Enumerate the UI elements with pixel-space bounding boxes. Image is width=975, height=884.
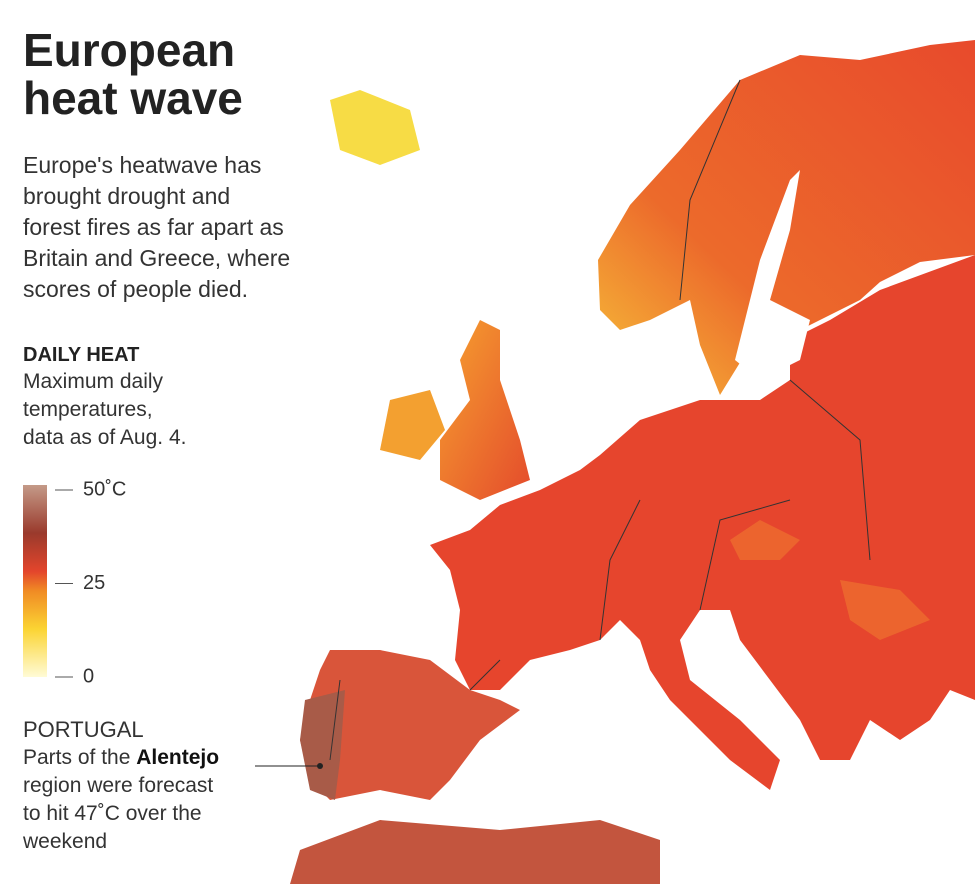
title-line: European	[23, 24, 236, 76]
iberia	[300, 650, 520, 800]
legend-ticks: 50˚C 25 0	[55, 478, 126, 687]
annotation-line: Parts of the Alentejo	[23, 744, 219, 772]
border	[329, 79, 871, 761]
text-line: temperatures,	[23, 398, 153, 421]
legend-tick-label: 50˚C	[83, 478, 126, 500]
text-line: scores of people died.	[23, 276, 249, 302]
annotation-heading: PORTUGAL	[23, 717, 144, 742]
legend-text: DAILY HEAT Maximum daily temperatures, dat…	[23, 342, 186, 452]
text-line: brought drought and	[23, 183, 231, 209]
text-line: Britain and Greece, where	[23, 245, 291, 271]
highlands	[730, 520, 930, 640]
annotation-highlight: Alentejo	[136, 746, 220, 769]
pointer-dot	[317, 763, 323, 769]
text-line: forest fires as far apart as	[23, 214, 284, 240]
title: European heat wave	[23, 26, 243, 122]
mainland	[430, 255, 975, 790]
ireland	[380, 390, 445, 460]
legend-scale	[23, 485, 47, 677]
annotation-lines: region were forecast to hit 47˚C over the…	[23, 772, 219, 856]
portugal	[300, 690, 345, 800]
legend-tick-label: 25	[83, 572, 105, 594]
text-line: to hit 47˚C over the	[23, 802, 202, 825]
annotation-lead: Parts of the	[23, 746, 131, 769]
north-africa	[290, 820, 660, 884]
title-line: heat wave	[23, 72, 243, 124]
legend-title: DAILY HEAT	[23, 344, 140, 366]
text-line: Maximum daily	[23, 370, 164, 393]
legend-tick-label: 0	[83, 665, 94, 687]
land	[290, 40, 975, 884]
text-line: region were forecast	[23, 774, 214, 797]
baltic-sea	[735, 170, 810, 380]
text-line: weekend	[23, 830, 108, 853]
iceland	[330, 90, 420, 165]
text-line: Europe's heatwave has	[23, 152, 262, 178]
legend-description: Maximum daily temperatures, data as of Aug…	[23, 368, 186, 452]
britain	[440, 320, 530, 500]
description: Europe's heatwave has brought drought and…	[23, 150, 290, 305]
text-line: data as of Aug. 4.	[23, 426, 187, 449]
annotation: PORTUGAL Parts of the Alentejo region we…	[23, 716, 219, 856]
